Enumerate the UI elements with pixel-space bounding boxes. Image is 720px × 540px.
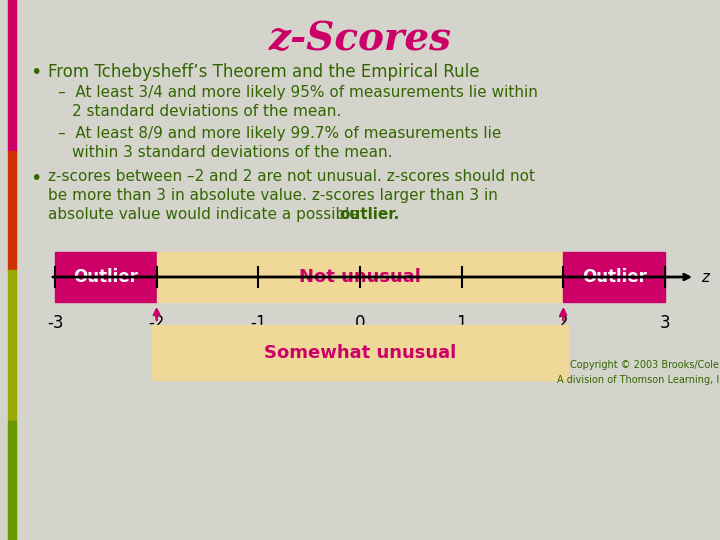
Text: -3: -3 <box>47 314 63 332</box>
Text: 0: 0 <box>355 314 365 332</box>
Bar <box>8 270 16 421</box>
Text: Copyright © 2003 Brooks/Cole
A division of Thomson Learning, Inc.: Copyright © 2003 Brooks/Cole A division … <box>557 360 720 385</box>
Text: Not unusual: Not unusual <box>299 268 421 286</box>
Text: z-Scores: z-Scores <box>269 20 451 58</box>
Text: From Tchebysheff’s Theorem and the Empirical Rule: From Tchebysheff’s Theorem and the Empir… <box>48 63 480 81</box>
Text: Somewhat unusual: Somewhat unusual <box>264 343 456 361</box>
Text: –  At least 3/4 and more likely 95% of measurements lie within: – At least 3/4 and more likely 95% of me… <box>58 85 538 100</box>
Text: 2 standard deviations of the mean.: 2 standard deviations of the mean. <box>72 104 341 119</box>
Text: z-scores between –2 and 2 are not unusual. z-scores should not: z-scores between –2 and 2 are not unusua… <box>48 169 535 184</box>
Bar <box>8 151 16 270</box>
Text: 2: 2 <box>558 314 569 332</box>
Text: –  At least 8/9 and more likely 99.7% of measurements lie: – At least 8/9 and more likely 99.7% of … <box>58 126 501 141</box>
Text: •: • <box>30 169 41 188</box>
Bar <box>8 421 16 540</box>
Text: z: z <box>701 269 709 285</box>
Text: outlier.: outlier. <box>339 207 400 222</box>
Bar <box>563 252 665 302</box>
Text: 1: 1 <box>456 314 467 332</box>
Text: •: • <box>30 63 41 82</box>
Bar <box>157 252 563 302</box>
Text: Outlier: Outlier <box>73 268 138 286</box>
Text: 3: 3 <box>660 314 670 332</box>
Text: be more than 3 in absolute value. z-scores larger than 3 in: be more than 3 in absolute value. z-scor… <box>48 188 498 203</box>
Text: within 3 standard deviations of the mean.: within 3 standard deviations of the mean… <box>72 145 392 160</box>
Text: -2: -2 <box>148 314 165 332</box>
Bar <box>55 252 157 302</box>
Text: absolute value would indicate a possible: absolute value would indicate a possible <box>48 207 364 222</box>
Bar <box>8 0 16 151</box>
Bar <box>152 325 568 380</box>
Text: -1: -1 <box>250 314 266 332</box>
Text: Outlier: Outlier <box>582 268 647 286</box>
